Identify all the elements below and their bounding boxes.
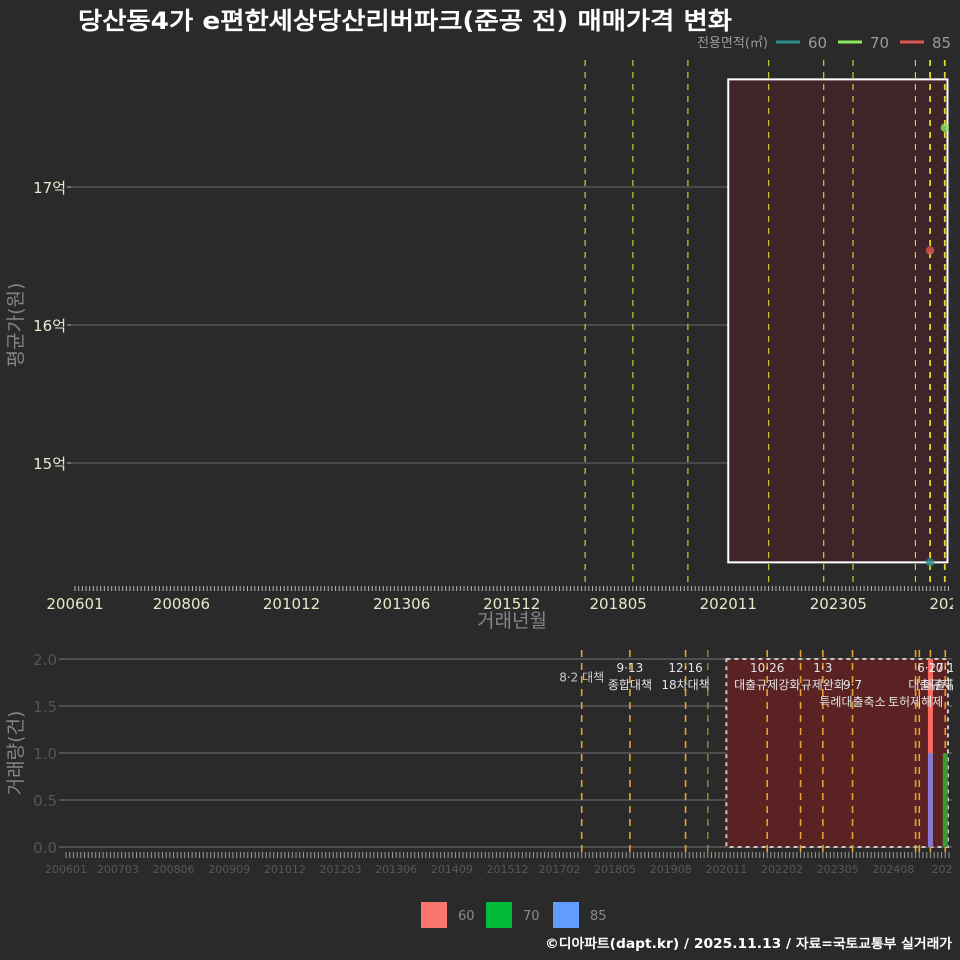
price-highlight-range [727,78,949,564]
volume-xtick-label: 201702 [538,863,580,876]
volume-xtick-label: 201306 [375,863,417,876]
price-xtick-label: 201512 [483,595,540,613]
volume-y-axis-title: 거래량(건) [5,711,27,796]
legend-swatch-85 [553,902,579,928]
price-xtick-label: 202305 [810,595,867,613]
volume-ytick-label: 0.0 [33,839,57,857]
volume-xtick-label: 201203 [320,863,362,876]
legend-label-70: 70 [870,34,889,52]
footer-credit: ©디아파트(dapt.kr) / 2025.11.13 / 자료=국토교통부 실… [545,936,952,952]
volume-bar-60 [927,659,933,753]
volume-bar-85 [927,753,933,847]
price-point-60 [925,558,935,567]
price-xtick-label: 200806 [153,595,210,613]
policy-annotation: 18차대책 [661,677,709,692]
volume-legend: 60 70 85 [421,902,607,928]
volume-xtick-label: 201409 [431,863,473,876]
volume-xtick-label: 202305 [817,863,859,876]
policy-annotation: 9·13 [617,661,644,675]
volume-xtick-label: 200703 [97,863,139,876]
price-x-axis-title: 거래년월 [477,610,547,632]
policy-annotation: 1·3 [813,661,832,675]
chart-title: 당산동4가 e편한세상당산리버파크(준공 전) 매매가격 변화 [78,7,732,35]
price-xtick-label: 201012 [263,595,320,613]
policy-annotation: 대출규제 [908,678,952,692]
volume-xtick-label: 201512 [486,863,528,876]
volume-xtick-label: 202011 [705,863,747,876]
policy-annotation: 종합대책 [608,677,652,692]
volume-ytick-label: 2.0 [33,651,57,669]
volume-xtick-label: 202202 [761,863,803,876]
volume-ytick-label: 1.0 [33,745,57,763]
policy-annotation: 토허제해제 [888,695,943,709]
legend-label-70: 70 [523,909,540,924]
price-xtick-label: 201805 [590,595,647,613]
price-xtick-label: 202011 [700,595,757,613]
price-ytick-label: 15억 [33,455,66,473]
volume-xtick-label: 200806 [153,863,195,876]
legend-swatch-70 [486,902,512,928]
price-xtick-label: 2025 [929,595,960,613]
legend-label-85: 85 [932,34,951,52]
legend-label-60: 60 [458,909,475,924]
volume-xtick-label: 200909 [208,863,250,876]
policy-annotation: 10·15 [928,661,960,675]
policy-annotation: 9·7 [843,678,862,692]
volume-bar-70 [942,753,948,847]
price-chart: 17억 16억 15억 200601 200806 201012 201306 201512… [5,60,960,632]
price-ytick-label: 17억 [33,179,66,197]
policy-annotation: 12·16 [668,661,702,675]
policy-annotation: 6·27 [917,661,944,675]
price-point-85 [925,246,935,255]
volume-xtick-label: 200601 [45,863,87,876]
volume-xtick-label: 20251 [931,863,960,876]
legend-label-85: 85 [590,909,607,924]
policy-annotation: 특례대출축소 [819,695,885,709]
policy-annotation: 규제완화 [801,678,845,692]
price-legend: 전용면적(㎡) 60 70 85 [697,34,951,52]
volume-ytick-label: 1.5 [33,698,57,716]
policy-annotation: 대출규제 [923,678,960,692]
legend-label-60: 60 [808,34,827,52]
price-point-70 [940,123,949,132]
volume-highlight-range [725,658,949,848]
volume-xtick-label: 201908 [650,863,692,876]
price-legend-title: 전용면적(㎡) [697,36,768,51]
volume-xtick-label: 202408 [872,863,914,876]
price-xtick-label: 200601 [46,595,103,613]
policy-annotation: 10·26 [750,661,784,675]
price-xtick-label: 201306 [373,595,430,613]
volume-chart: 8·2 대책 9·13 종합대책 12·16 18차대책 10·26 대출규제강화 1·3 규제… [5,650,960,876]
policy-annotation: 8·2 대책 [559,669,604,684]
price-y-axis-title: 평균가(원) [5,283,27,368]
legend-swatch-60 [421,902,447,928]
volume-xtick-label: 201805 [594,863,636,876]
volume-ytick-label: 0.5 [33,792,57,810]
price-ytick-label: 16억 [33,317,66,335]
policy-annotation: 대출규제강화 [734,678,800,692]
volume-xtick-label: 201012 [264,863,306,876]
